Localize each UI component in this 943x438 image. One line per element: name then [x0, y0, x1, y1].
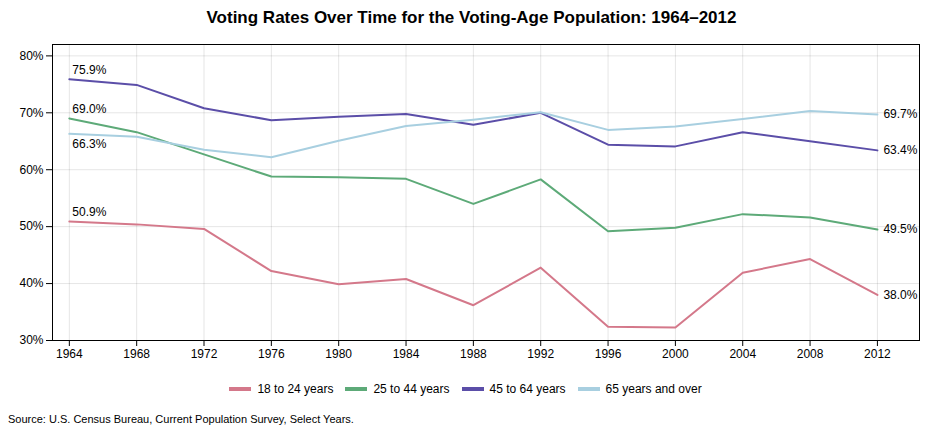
- svg-text:1976: 1976: [258, 347, 285, 361]
- svg-text:69.0%: 69.0%: [72, 102, 106, 116]
- svg-text:38.0%: 38.0%: [883, 288, 917, 302]
- svg-text:63.4%: 63.4%: [883, 143, 917, 157]
- svg-text:30%: 30%: [19, 333, 43, 347]
- svg-text:70%: 70%: [19, 106, 43, 120]
- svg-text:1964: 1964: [56, 347, 83, 361]
- html-text:Voting Rates Over Time for the: Voting Rates Over Time for the Voting-Ag…: [206, 8, 737, 27]
- svg-text:2008: 2008: [797, 347, 824, 361]
- svg-text:1972: 1972: [191, 347, 218, 361]
- svg-text:2000: 2000: [662, 347, 689, 361]
- svg-text:2004: 2004: [729, 347, 756, 361]
- svg-text:60%: 60%: [19, 163, 43, 177]
- svg-text:1996: 1996: [595, 347, 622, 361]
- svg-text:80%: 80%: [19, 49, 43, 63]
- html-text:Source: U.S. Census Bureau, Cu: Source: U.S. Census Bureau, Current Popu…: [8, 413, 354, 425]
- svg-text:50.9%: 50.9%: [72, 205, 106, 219]
- svg-text:1992: 1992: [527, 347, 554, 361]
- svg-text:66.3%: 66.3%: [72, 137, 106, 151]
- svg-text:1988: 1988: [460, 347, 487, 361]
- svg-text:1984: 1984: [393, 347, 420, 361]
- svg-text:49.5%: 49.5%: [883, 222, 917, 236]
- svg-text:40%: 40%: [19, 276, 43, 290]
- html-text:45 to 64 years: 45 to 64 years: [489, 381, 566, 396]
- svg-text:69.7%: 69.7%: [883, 107, 917, 121]
- html-text:25 to 44 years: 25 to 44 years: [373, 381, 450, 396]
- svg-text:50%: 50%: [19, 219, 43, 233]
- svg-text:1980: 1980: [325, 347, 352, 361]
- html-text:65 years and over: 65 years and over: [605, 381, 702, 396]
- svg-text:75.9%: 75.9%: [72, 63, 106, 77]
- svg-text:1968: 1968: [123, 347, 150, 361]
- svg-text:2012: 2012: [864, 347, 891, 361]
- html-text:18 to 24 years: 18 to 24 years: [257, 381, 334, 396]
